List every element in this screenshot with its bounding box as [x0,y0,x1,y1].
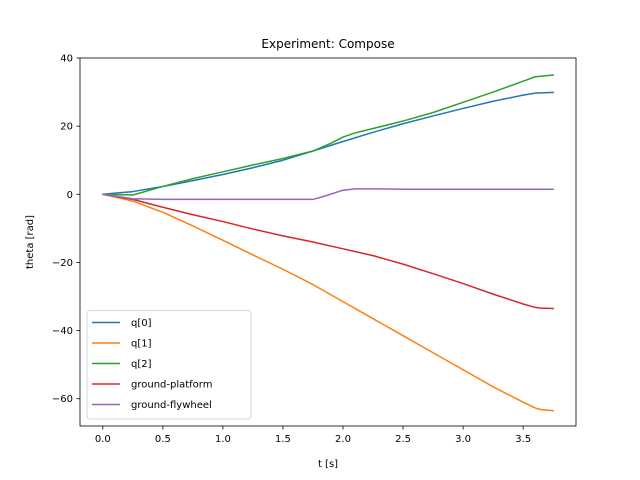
y-tick-label: 0 [67,190,73,201]
series-line-q-1 [101,193,554,412]
series-line-q-0 [102,91,554,196]
y-tick-label: 20 [60,122,73,133]
x-tick-label: 0.0 [95,434,111,445]
x-tick-label: 3.5 [515,434,531,445]
legend-label-q-1: q[1] [131,339,152,350]
y-tick-label: −20 [52,258,73,269]
chart-title: Experiment: Compose [261,37,394,51]
x-axis: 0.0 0.5 1.0 1.5 2.0 2.5 3.0 3.5 [95,426,531,445]
y-tick-label: −60 [52,394,73,405]
x-tick-label: 0.5 [155,434,171,445]
y-axis-label: theta [rad] [25,215,36,269]
x-tick-label: 2.0 [335,434,351,445]
legend: q[0] q[1] q[2] ground-platform ground-flywhe… [86,310,252,420]
legend-label-q-2: q[2] [131,359,152,370]
legend-box [86,310,252,420]
x-tick-label: 1.0 [215,434,231,445]
series-line-q-2 [102,74,554,196]
series-line-ground-flywheel [101,188,554,201]
x-tick-label: 2.5 [395,434,411,445]
y-tick-label: 40 [60,54,73,65]
plot-frame [79,57,577,427]
y-axis: 40 20 0 −20 −40 −60 [52,54,80,405]
legend-label-ground-flywheel: ground-flywheel [131,400,212,411]
series-line-ground-platform [101,193,554,310]
legend-label-ground-platform: ground-platform [131,380,212,391]
x-tick-label: 3.0 [455,434,471,445]
y-tick-label: −40 [52,326,73,337]
x-axis-label: t [s] [318,459,338,470]
legend-label-q-0: q[0] [131,318,152,329]
plot-lines [101,74,554,412]
x-tick-label: 1.5 [275,434,291,445]
